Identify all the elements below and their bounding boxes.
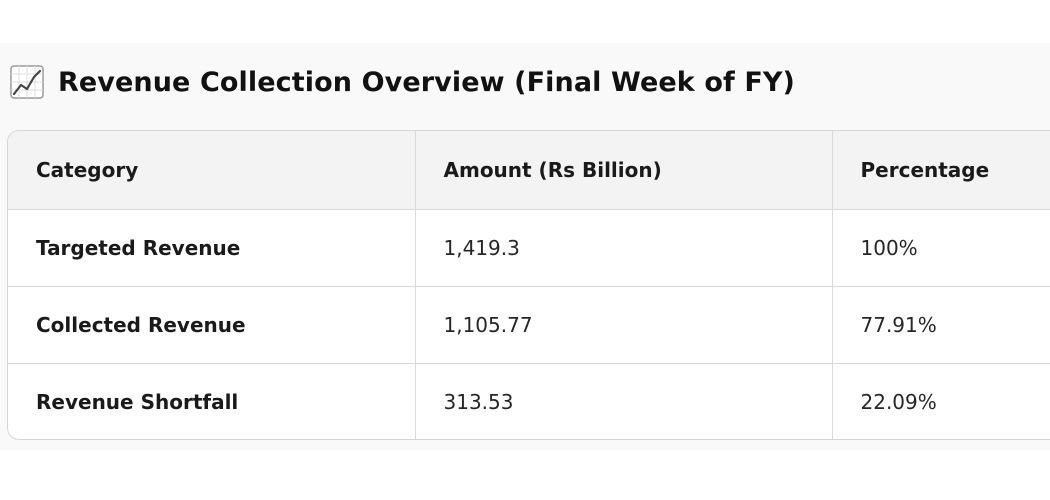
table-header-row: Category Amount (Rs Billion) Percentage — [8, 131, 1050, 210]
row-category: Collected Revenue — [8, 286, 416, 364]
row-percentage: 100% — [832, 209, 1050, 287]
column-header-category: Category — [8, 131, 416, 210]
row-amount: 1,419.3 — [415, 209, 833, 287]
table-row: Collected Revenue 1,105.77 77.91% — [8, 286, 1050, 364]
table-row: Targeted Revenue 1,419.3 100% — [8, 209, 1050, 287]
row-amount: 1,105.77 — [415, 286, 833, 364]
revenue-table: Category Amount (Rs Billion) Percentage … — [8, 131, 1050, 439]
column-header-amount: Amount (Rs Billion) — [415, 131, 833, 210]
chart-increasing-icon — [10, 65, 44, 99]
table-row: Revenue Shortfall 313.53 22.09% — [8, 363, 1050, 439]
row-amount: 313.53 — [415, 363, 833, 439]
row-category: Targeted Revenue — [8, 209, 416, 287]
column-header-percentage: Percentage — [832, 131, 1050, 210]
row-category: Revenue Shortfall — [8, 363, 416, 439]
revenue-table-container: Category Amount (Rs Billion) Percentage … — [7, 130, 1050, 440]
page-title: Revenue Collection Overview (Final Week … — [58, 66, 795, 98]
row-percentage: 77.91% — [832, 286, 1050, 364]
row-percentage: 22.09% — [860, 389, 937, 414]
title-row: Revenue Collection Overview (Final Week … — [10, 64, 795, 100]
